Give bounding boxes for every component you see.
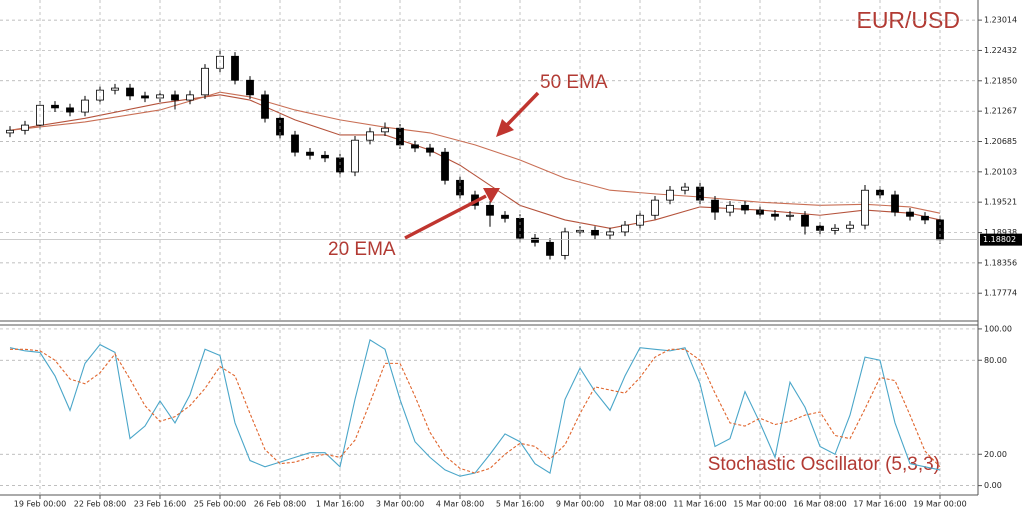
last-price-box [980, 233, 1022, 246]
candle-body [231, 55, 239, 81]
candle-body [801, 214, 809, 227]
candle-body [351, 139, 359, 173]
arrow [505, 91, 540, 127]
candle-body [441, 151, 449, 181]
candle-body [636, 214, 644, 226]
candle-body [111, 87, 119, 91]
candle-body [21, 124, 29, 131]
x-tick-label: 17 Mar 16:00 [853, 500, 906, 509]
candle-body [561, 231, 569, 256]
candle-body [531, 237, 539, 243]
x-tick-label: 9 Mar 00:00 [556, 500, 604, 509]
candle-body [711, 199, 719, 213]
x-tick-label: 10 Mar 08:00 [613, 500, 666, 509]
candle-body [666, 189, 674, 201]
candle-body [786, 214, 794, 217]
candle-body [861, 189, 869, 226]
candle-body [366, 131, 374, 141]
candle-body [411, 144, 419, 149]
candle-body [921, 215, 929, 221]
x-tick-label: 16 Mar 08:00 [793, 500, 846, 509]
y-tick-label: 1.18938 [984, 228, 1017, 237]
candle-body [396, 127, 404, 146]
y-tick-label: 1.18356 [984, 258, 1017, 267]
candle-body [846, 224, 854, 229]
candle-body [6, 129, 14, 134]
candle-body [546, 241, 554, 256]
x-tick-label: 4 Mar 08:00 [436, 500, 484, 509]
candle-body [606, 231, 614, 236]
x-tick-label: 26 Feb 08:00 [254, 500, 306, 509]
last-price-label: 1.18802 [983, 235, 1016, 244]
stochastic-line [10, 348, 941, 474]
candle-body [591, 229, 599, 236]
candle-body [891, 194, 899, 213]
x-tick-label: 25 Feb 00:00 [194, 500, 246, 509]
y-tick-label: 20.00 [984, 450, 1007, 459]
y-tick-label: 1.22432 [984, 46, 1017, 55]
x-tick-label: 5 Mar 16:00 [496, 500, 544, 509]
y-tick-label: 1.20103 [984, 167, 1017, 176]
annotation: 50 EMA [540, 72, 608, 93]
candle-body [501, 214, 509, 219]
candle-body [726, 204, 734, 213]
x-tick-label: 19 Feb 00:00 [14, 500, 66, 509]
y-tick-label: 100.00 [984, 324, 1012, 333]
arrow-head [483, 188, 500, 203]
candle-body [741, 204, 749, 211]
y-tick-label: 1.23014 [984, 16, 1017, 25]
x-tick-label: 23 Feb 16:00 [134, 500, 186, 509]
chart-title: Stochastic Oscillator (5,3,3) [708, 454, 940, 475]
y-tick-label: 80.00 [984, 356, 1007, 365]
candle-body [171, 94, 179, 101]
candle-body [426, 147, 434, 153]
x-tick-label: 11 Mar 16:00 [673, 500, 726, 509]
candle-body [321, 154, 329, 159]
y-tick-label: 1.19521 [984, 198, 1017, 207]
candle-body [201, 67, 209, 96]
x-tick-label: 1 Mar 16:00 [316, 500, 364, 509]
candle-body [831, 227, 839, 231]
y-tick-label: 1.20685 [984, 137, 1017, 146]
candle-body [381, 127, 389, 133]
candle-body [141, 95, 149, 99]
candle-body [126, 87, 134, 97]
x-tick-label: 19 Mar 00:00 [913, 500, 966, 509]
candle-body [51, 104, 59, 109]
candle-body [81, 99, 89, 113]
candle-body [651, 199, 659, 216]
candle-body [246, 79, 254, 96]
ema-line [9, 94, 941, 229]
ema-line [9, 91, 941, 214]
candle-body [306, 151, 314, 156]
candle-body [486, 204, 494, 216]
candle-body [261, 94, 269, 119]
y-tick-label: 1.17774 [984, 289, 1017, 298]
candle-body [621, 224, 629, 233]
arrows [404, 91, 540, 240]
annotation: 20 EMA [328, 239, 396, 260]
candle-body [291, 134, 299, 153]
candle-body [66, 107, 74, 113]
x-tick-label: 15 Mar 00:00 [733, 500, 786, 509]
arrow-head [496, 119, 514, 137]
arrow [404, 194, 487, 240]
candle-body [186, 94, 194, 101]
candle-body [771, 213, 779, 217]
y-tick-label: 0.00 [984, 481, 1002, 490]
stochastic-line [9, 339, 941, 477]
x-tick-label: 3 Mar 00:00 [376, 500, 424, 509]
candle-body [906, 211, 914, 217]
x-tick-label: 22 Feb 08:00 [74, 500, 126, 509]
candle-body [681, 186, 689, 191]
y-tick-label: 1.21850 [984, 76, 1017, 85]
y-tick-label: 1.21267 [984, 107, 1017, 116]
